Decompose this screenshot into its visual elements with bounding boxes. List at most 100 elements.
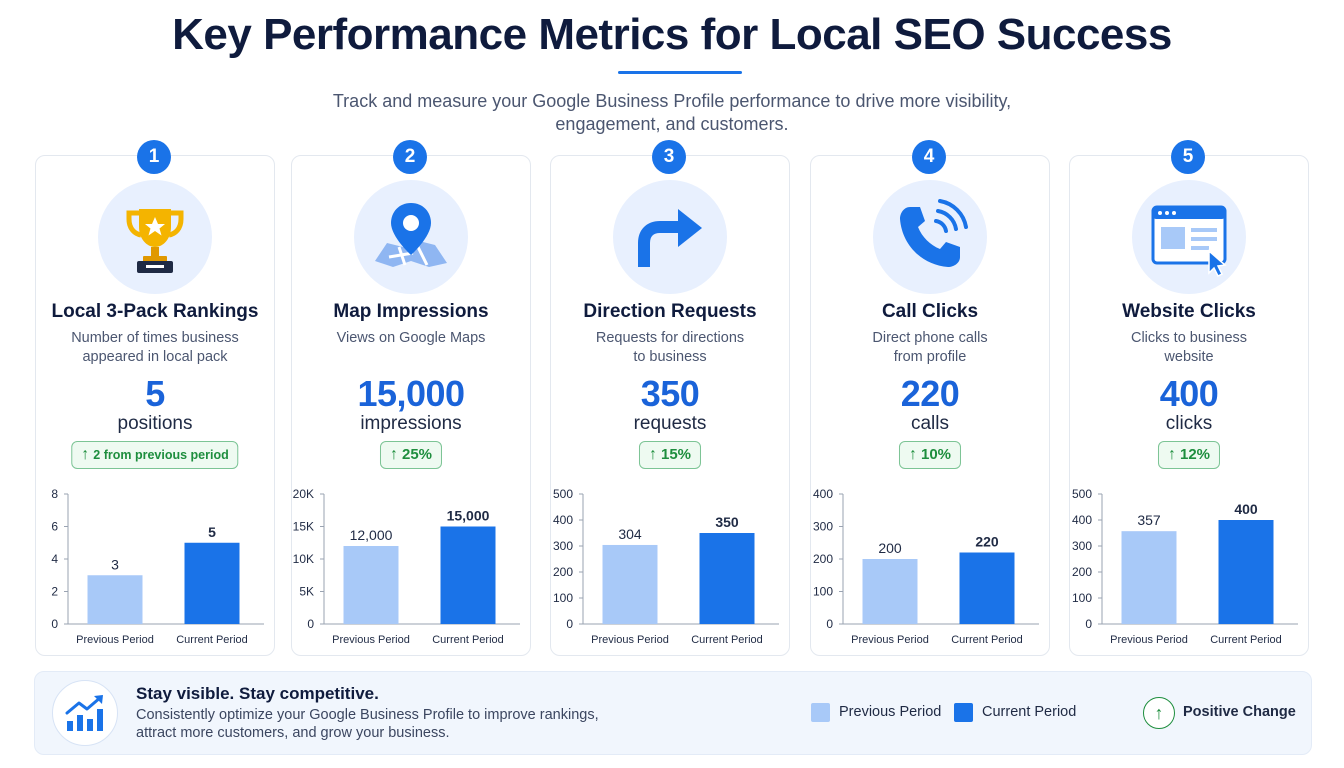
legend-label-positive: Positive Change <box>1183 704 1296 720</box>
y-tick-label: 20K <box>293 487 314 501</box>
x-category-label: Current Period <box>1210 634 1282 646</box>
x-category-label: Previous Period <box>591 634 669 646</box>
y-tick-label: 0 <box>307 617 314 631</box>
bar-chart-direction-requests: 0 100 200 300 400 500 304 Previous Period 350 Cur… <box>553 487 779 646</box>
legend-swatch-current <box>954 703 973 722</box>
up-arrow-icon: ↑ <box>908 446 917 463</box>
bar-chart-local-3-pack: 0 2 4 6 8 3 Previous Period 5 Current Period <box>51 487 264 646</box>
legend-label-previous: Previous Period <box>839 704 942 720</box>
y-tick-label: 400 <box>553 513 573 527</box>
y-tick-label: 15K <box>293 520 314 534</box>
metric-card-direction-requests: 3 Direction Requests Requests for direct… <box>550 140 790 656</box>
metric-value: 5 <box>145 373 165 414</box>
bar-previous-period <box>343 546 399 624</box>
bar-value-label: 357 <box>1137 512 1161 528</box>
up-arrow-icon: ↑ <box>81 446 90 463</box>
x-category-label: Previous Period <box>851 634 929 646</box>
metric-card-map-impressions: 2 Map Impressions Views on Google Maps 1… <box>291 140 531 656</box>
change-badge: ↑ 2 from previous period <box>71 441 239 469</box>
y-tick-label: 0 <box>566 617 573 631</box>
y-tick-label: 200 <box>813 552 833 566</box>
card-title: Direction Requests <box>583 301 757 322</box>
card-description: Direct phone calls from profile <box>872 330 988 365</box>
metric-card-local-3-pack: 1 Local 3-Pack Rankings Number of times … <box>35 140 275 656</box>
bar-previous-period <box>862 559 918 624</box>
y-tick-label: 100 <box>553 591 573 605</box>
y-tick-label: 500 <box>553 487 573 501</box>
browser-click-icon <box>1132 180 1246 294</box>
bar-value-label: 304 <box>618 526 642 542</box>
bar-current-period <box>699 533 755 624</box>
y-tick-label: 100 <box>813 585 833 599</box>
card-description: Views on Google Maps <box>336 330 486 346</box>
card-title: Call Clicks <box>881 301 979 322</box>
metric-value: 220 <box>900 373 960 414</box>
x-category-label: Previous Period <box>1110 634 1188 646</box>
bar-value-label: 12,000 <box>350 527 393 543</box>
subtitle-line-1: Track and measure your Google Business P… <box>332 91 1012 111</box>
legend-swatch-previous <box>811 703 830 722</box>
bar-chart-website-clicks: 0 100 200 300 400 500 357 Previous Period 400 Cur… <box>1072 487 1298 646</box>
bar-current-period <box>440 526 496 624</box>
change-badge: ↑ 15% <box>638 441 702 469</box>
y-tick-label: 2 <box>51 585 58 599</box>
metric-card-call-clicks: 4 Call Clicks Direct phone calls from pr… <box>810 140 1050 656</box>
page-title: Key Performance Metrics for Local SEO Su… <box>172 10 1172 59</box>
bar-value-label: 3 <box>111 556 119 572</box>
x-category-label: Current Period <box>432 634 504 646</box>
bar-previous-period <box>602 544 658 624</box>
y-tick-label: 4 <box>51 552 58 566</box>
y-tick-label: 300 <box>553 539 573 553</box>
card-number-badge: 4 <box>912 140 946 174</box>
y-tick-label: 8 <box>51 487 58 501</box>
x-category-label: Previous Period <box>76 634 154 646</box>
growth-chart-icon <box>52 680 118 746</box>
up-arrow-icon: ↑ <box>1167 446 1176 463</box>
card-description: Requests for directions to business <box>595 330 745 365</box>
metric-unit: positions <box>117 413 193 434</box>
bar-value-label: 400 <box>1234 501 1258 517</box>
card-title: Local 3-Pack Rankings <box>51 301 259 322</box>
bar-current-period <box>184 542 240 624</box>
bar-chart-map-impressions: 0 5K 10K 15K 20K 12,000 Previous Period 15,000 C… <box>293 487 520 646</box>
change-badge: ↑ 25% <box>379 441 443 469</box>
bar-chart-call-clicks: 0 100 200 300 400 200 Previous Period 220 Curren… <box>813 487 1039 646</box>
y-tick-label: 0 <box>1085 617 1092 631</box>
bar-current-period <box>1218 520 1274 624</box>
metric-unit: calls <box>910 413 949 434</box>
bar-value-label: 15,000 <box>447 508 490 524</box>
y-tick-label: 500 <box>1072 487 1092 501</box>
footer-heading: Stay visible. Stay competitive. <box>136 684 379 703</box>
page-subtitle: Track and measure your Google Business P… <box>272 90 1072 136</box>
y-tick-label: 6 <box>51 520 58 534</box>
footer-text: Consistently optimize your Google Busine… <box>136 707 599 741</box>
phone-icon <box>873 180 987 294</box>
y-tick-label: 5K <box>299 585 314 599</box>
x-category-label: Current Period <box>951 634 1023 646</box>
metric-unit: requests <box>633 413 707 434</box>
metric-value: 15,000 <box>357 373 465 414</box>
x-category-label: Previous Period <box>332 634 410 646</box>
card-number-badge: 5 <box>1171 140 1205 174</box>
positive-change-icon: ↑ <box>1143 697 1175 729</box>
direction-arrow-icon <box>613 180 727 294</box>
x-category-label: Current Period <box>691 634 763 646</box>
bar-value-label: 350 <box>715 514 739 530</box>
up-arrow-icon: ↑ <box>648 446 657 463</box>
y-tick-label: 10K <box>293 552 314 566</box>
y-tick-label: 0 <box>826 617 833 631</box>
y-tick-label: 200 <box>553 565 573 579</box>
legend-label-current: Current Period <box>982 704 1077 720</box>
y-tick-label: 0 <box>51 617 58 631</box>
title-underline <box>618 71 742 74</box>
y-tick-label: 300 <box>813 520 833 534</box>
y-tick-label: 400 <box>813 487 833 501</box>
y-tick-label: 400 <box>1072 513 1092 527</box>
change-badge: ↑ 12% <box>1157 441 1221 469</box>
metric-unit: impressions <box>360 413 462 434</box>
card-title: Website Clicks <box>1122 301 1256 322</box>
card-number-badge: 1 <box>137 140 171 174</box>
bar-value-label: 200 <box>878 540 902 556</box>
card-number-badge: 3 <box>652 140 686 174</box>
card-description: Clicks to business website <box>1130 330 1248 365</box>
